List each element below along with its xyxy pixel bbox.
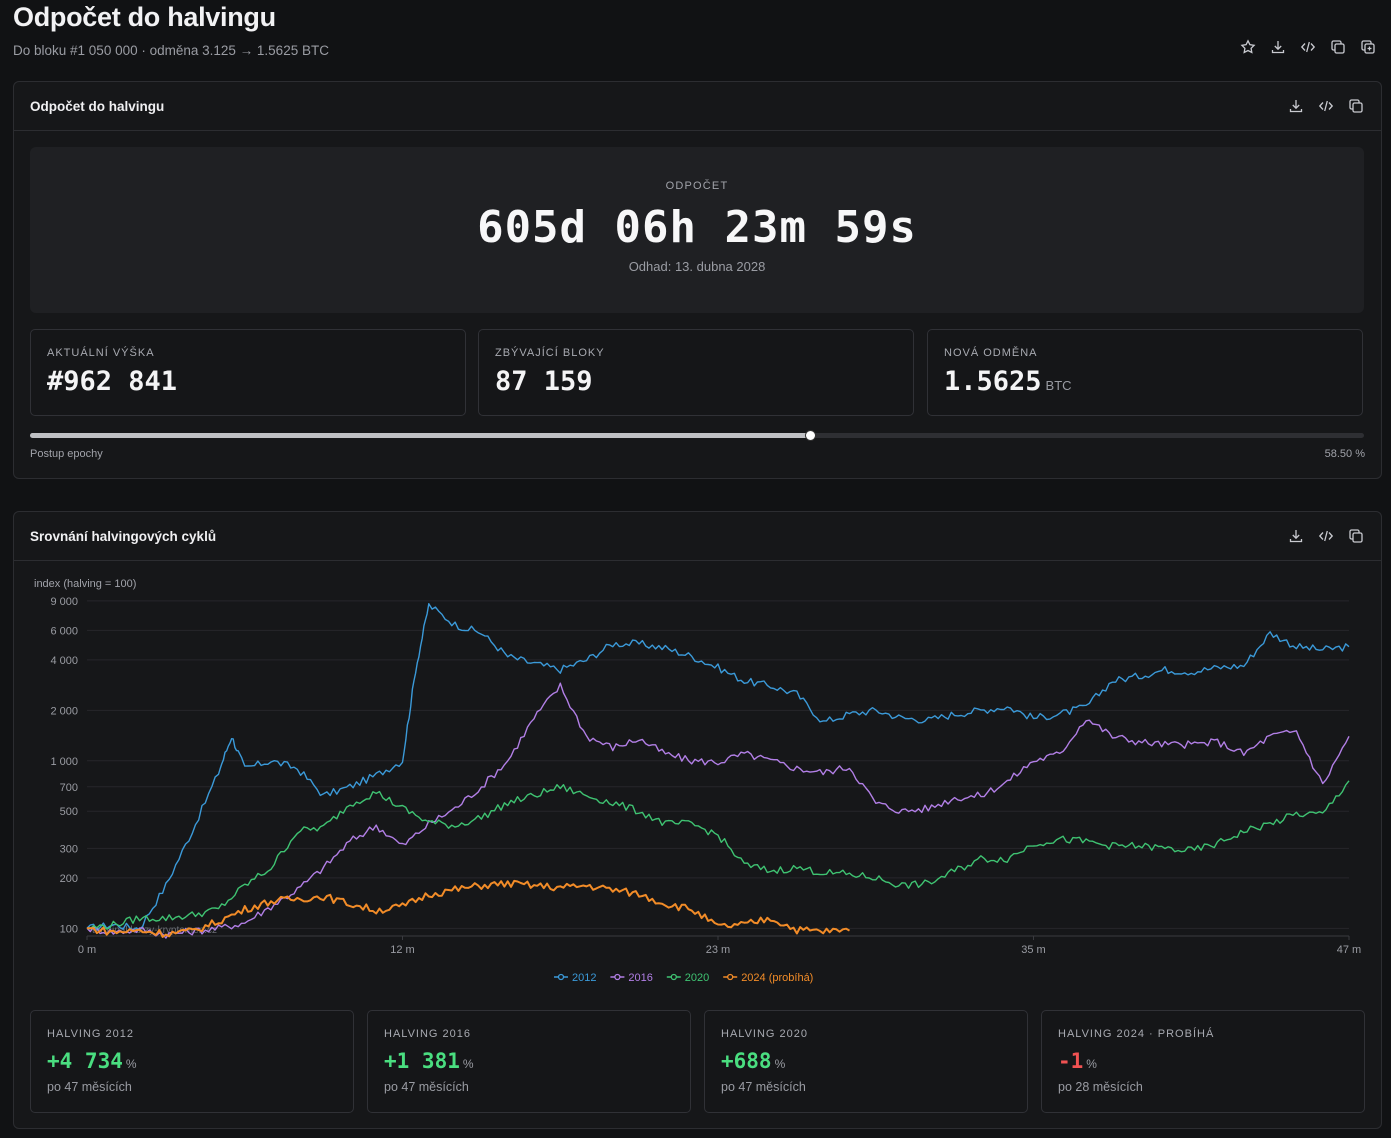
series-line-2024: [86, 879, 850, 938]
epoch-progress-value: 58.50 %: [1324, 448, 1365, 460]
y-tick-label: 6 000: [50, 625, 78, 637]
x-tick-label: 0 m: [78, 944, 96, 956]
countdown-display: ODPOČET 605d 06h 23m 59s Odhad: 13. dubn…: [30, 147, 1364, 313]
result-note: po 28 měsících: [1058, 1080, 1143, 1094]
result-note: po 47 měsících: [384, 1080, 469, 1094]
series-line-2012: [86, 603, 1350, 931]
stat-label: AKTUÁLNÍ VÝŠKA: [47, 347, 155, 359]
cycles-card: Srovnání halvingových cyklů 100 200 300 500…: [13, 511, 1382, 1129]
y-tick-label: 1 000: [50, 756, 78, 768]
result-label: HALVING 2012: [47, 1028, 135, 1040]
result-value-wrap: +688%: [721, 1049, 785, 1073]
download-icon[interactable]: [1269, 38, 1287, 56]
result-label: HALVING 2016: [384, 1028, 472, 1040]
y-tick-label: 2 000: [50, 705, 78, 717]
y-tick-label: 700: [60, 782, 78, 794]
result-value: +1 381: [384, 1049, 460, 1073]
series-line-2016: [86, 682, 1350, 939]
y-tick-label: 200: [60, 873, 78, 885]
cycles-card-title: Srovnání halvingových cyklů: [30, 528, 217, 544]
halving-cycles-chart: 100 200 300 500 700 1 000 2 000 4 000 6 000 9 000…: [34, 578, 1361, 984]
result-halving-2020: HALVING 2020 +688% po 47 měsících: [704, 1010, 1028, 1113]
countdown-value: 605d 06h 23m 59s: [477, 202, 917, 253]
stat-unit: BTC: [1045, 378, 1072, 393]
result-unit: %: [1086, 1057, 1097, 1071]
epoch-progress-label: Postup epochy: [30, 448, 103, 460]
star-icon[interactable]: [1239, 38, 1257, 56]
stat-value: #962 841: [47, 366, 178, 397]
code-icon[interactable]: [1317, 97, 1335, 115]
legend-marker: [614, 973, 621, 981]
y-tick-label: 4 000: [50, 655, 78, 667]
result-value-wrap: +1 381%: [384, 1049, 474, 1073]
x-tick-label: 23 m: [706, 944, 730, 956]
result-value-wrap: -1%: [1058, 1049, 1097, 1073]
cycles-card-header: Srovnání halvingových cyklů: [14, 512, 1381, 561]
page-subtitle: Do bloku #1 050 000 · odměna 3.125 → 1.5…: [13, 43, 329, 58]
page-actions: [1239, 38, 1377, 56]
legend-label: 2020: [685, 972, 709, 984]
y-tick-label: 100: [60, 923, 78, 935]
y-tick-label: 9 000: [50, 596, 78, 608]
download-icon[interactable]: [1287, 97, 1305, 115]
result-value: -1: [1058, 1049, 1084, 1073]
countdown-card-header: Odpočet do halvingu: [14, 82, 1381, 131]
result-label: HALVING 2020: [721, 1028, 809, 1040]
stat-value: 1.5625: [944, 366, 1042, 397]
download-icon[interactable]: [1287, 527, 1305, 545]
y-tick-label: 300: [60, 843, 78, 855]
legend-label: 2024 (probíhá): [741, 972, 813, 984]
stat-label: ZBÝVAJÍCÍ BLOKY: [495, 347, 605, 359]
result-value: +4 734: [47, 1049, 123, 1073]
y-tick-label: 500: [60, 806, 78, 818]
epoch-progress-bar: [30, 430, 1364, 441]
countdown-label: ODPOČET: [665, 180, 729, 192]
copy-icon[interactable]: [1347, 97, 1365, 115]
series-line-2020: [86, 780, 1350, 930]
countdown-estimate: Odhad: 13. dubna 2028: [628, 259, 766, 274]
code-icon[interactable]: [1317, 527, 1335, 545]
epoch-progress-knob: [805, 430, 817, 441]
legend-label: 2012: [572, 972, 596, 984]
legend-marker: [727, 973, 734, 981]
chart-watermark: terminal.kurzy-kryptomen.cz: [92, 925, 217, 936]
result-unit: %: [125, 1057, 137, 1071]
epoch-progress-fill: [30, 433, 811, 438]
x-tick-label: 12 m: [390, 944, 414, 956]
copy-icon[interactable]: [1329, 38, 1347, 56]
countdown-card-title: Odpočet do halvingu: [30, 98, 165, 114]
countdown-card: Odpočet do halvingu ODPOČET 605d 06h 23m…: [13, 81, 1382, 479]
result-unit: %: [462, 1057, 474, 1071]
stat-new-reward: NOVÁ ODMĚNA 1.5625 BTC: [927, 329, 1363, 416]
duplicate-icon[interactable]: [1359, 38, 1377, 56]
result-note: po 47 měsících: [721, 1080, 806, 1094]
y-axis-label: index (halving = 100): [34, 578, 136, 590]
x-tick-label: 35 m: [1021, 944, 1045, 956]
result-halving-2016: HALVING 2016 +1 381% po 47 měsících: [367, 1010, 691, 1113]
result-value-wrap: +4 734%: [47, 1049, 137, 1073]
legend-marker: [557, 973, 565, 981]
result-halving-2024: HALVING 2024 · PROBÍHÁ -1% po 28 měsícíc…: [1041, 1010, 1365, 1113]
stat-value-wrap: 1.5625 BTC: [944, 366, 1072, 397]
stat-current-height: AKTUÁLNÍ VÝŠKA #962 841: [30, 329, 466, 416]
code-icon[interactable]: [1299, 38, 1317, 56]
result-unit: %: [774, 1057, 786, 1071]
legend-label: 2016: [628, 972, 652, 984]
legend-marker: [670, 973, 677, 981]
page-title: Odpočet do halvingu: [13, 2, 276, 32]
stat-value: 87 159: [495, 366, 593, 397]
stat-remaining-blocks: ZBÝVAJÍCÍ BLOKY 87 159: [478, 329, 914, 416]
copy-icon[interactable]: [1347, 527, 1365, 545]
result-label: HALVING 2024 · PROBÍHÁ: [1058, 1028, 1215, 1040]
stat-label: NOVÁ ODMĚNA: [944, 347, 1038, 359]
x-tick-label: 47 m: [1337, 944, 1361, 956]
result-halving-2012: HALVING 2012 +4 734% po 47 měsících: [30, 1010, 354, 1113]
result-note: po 47 měsících: [47, 1080, 132, 1094]
result-value: +688: [721, 1049, 772, 1073]
